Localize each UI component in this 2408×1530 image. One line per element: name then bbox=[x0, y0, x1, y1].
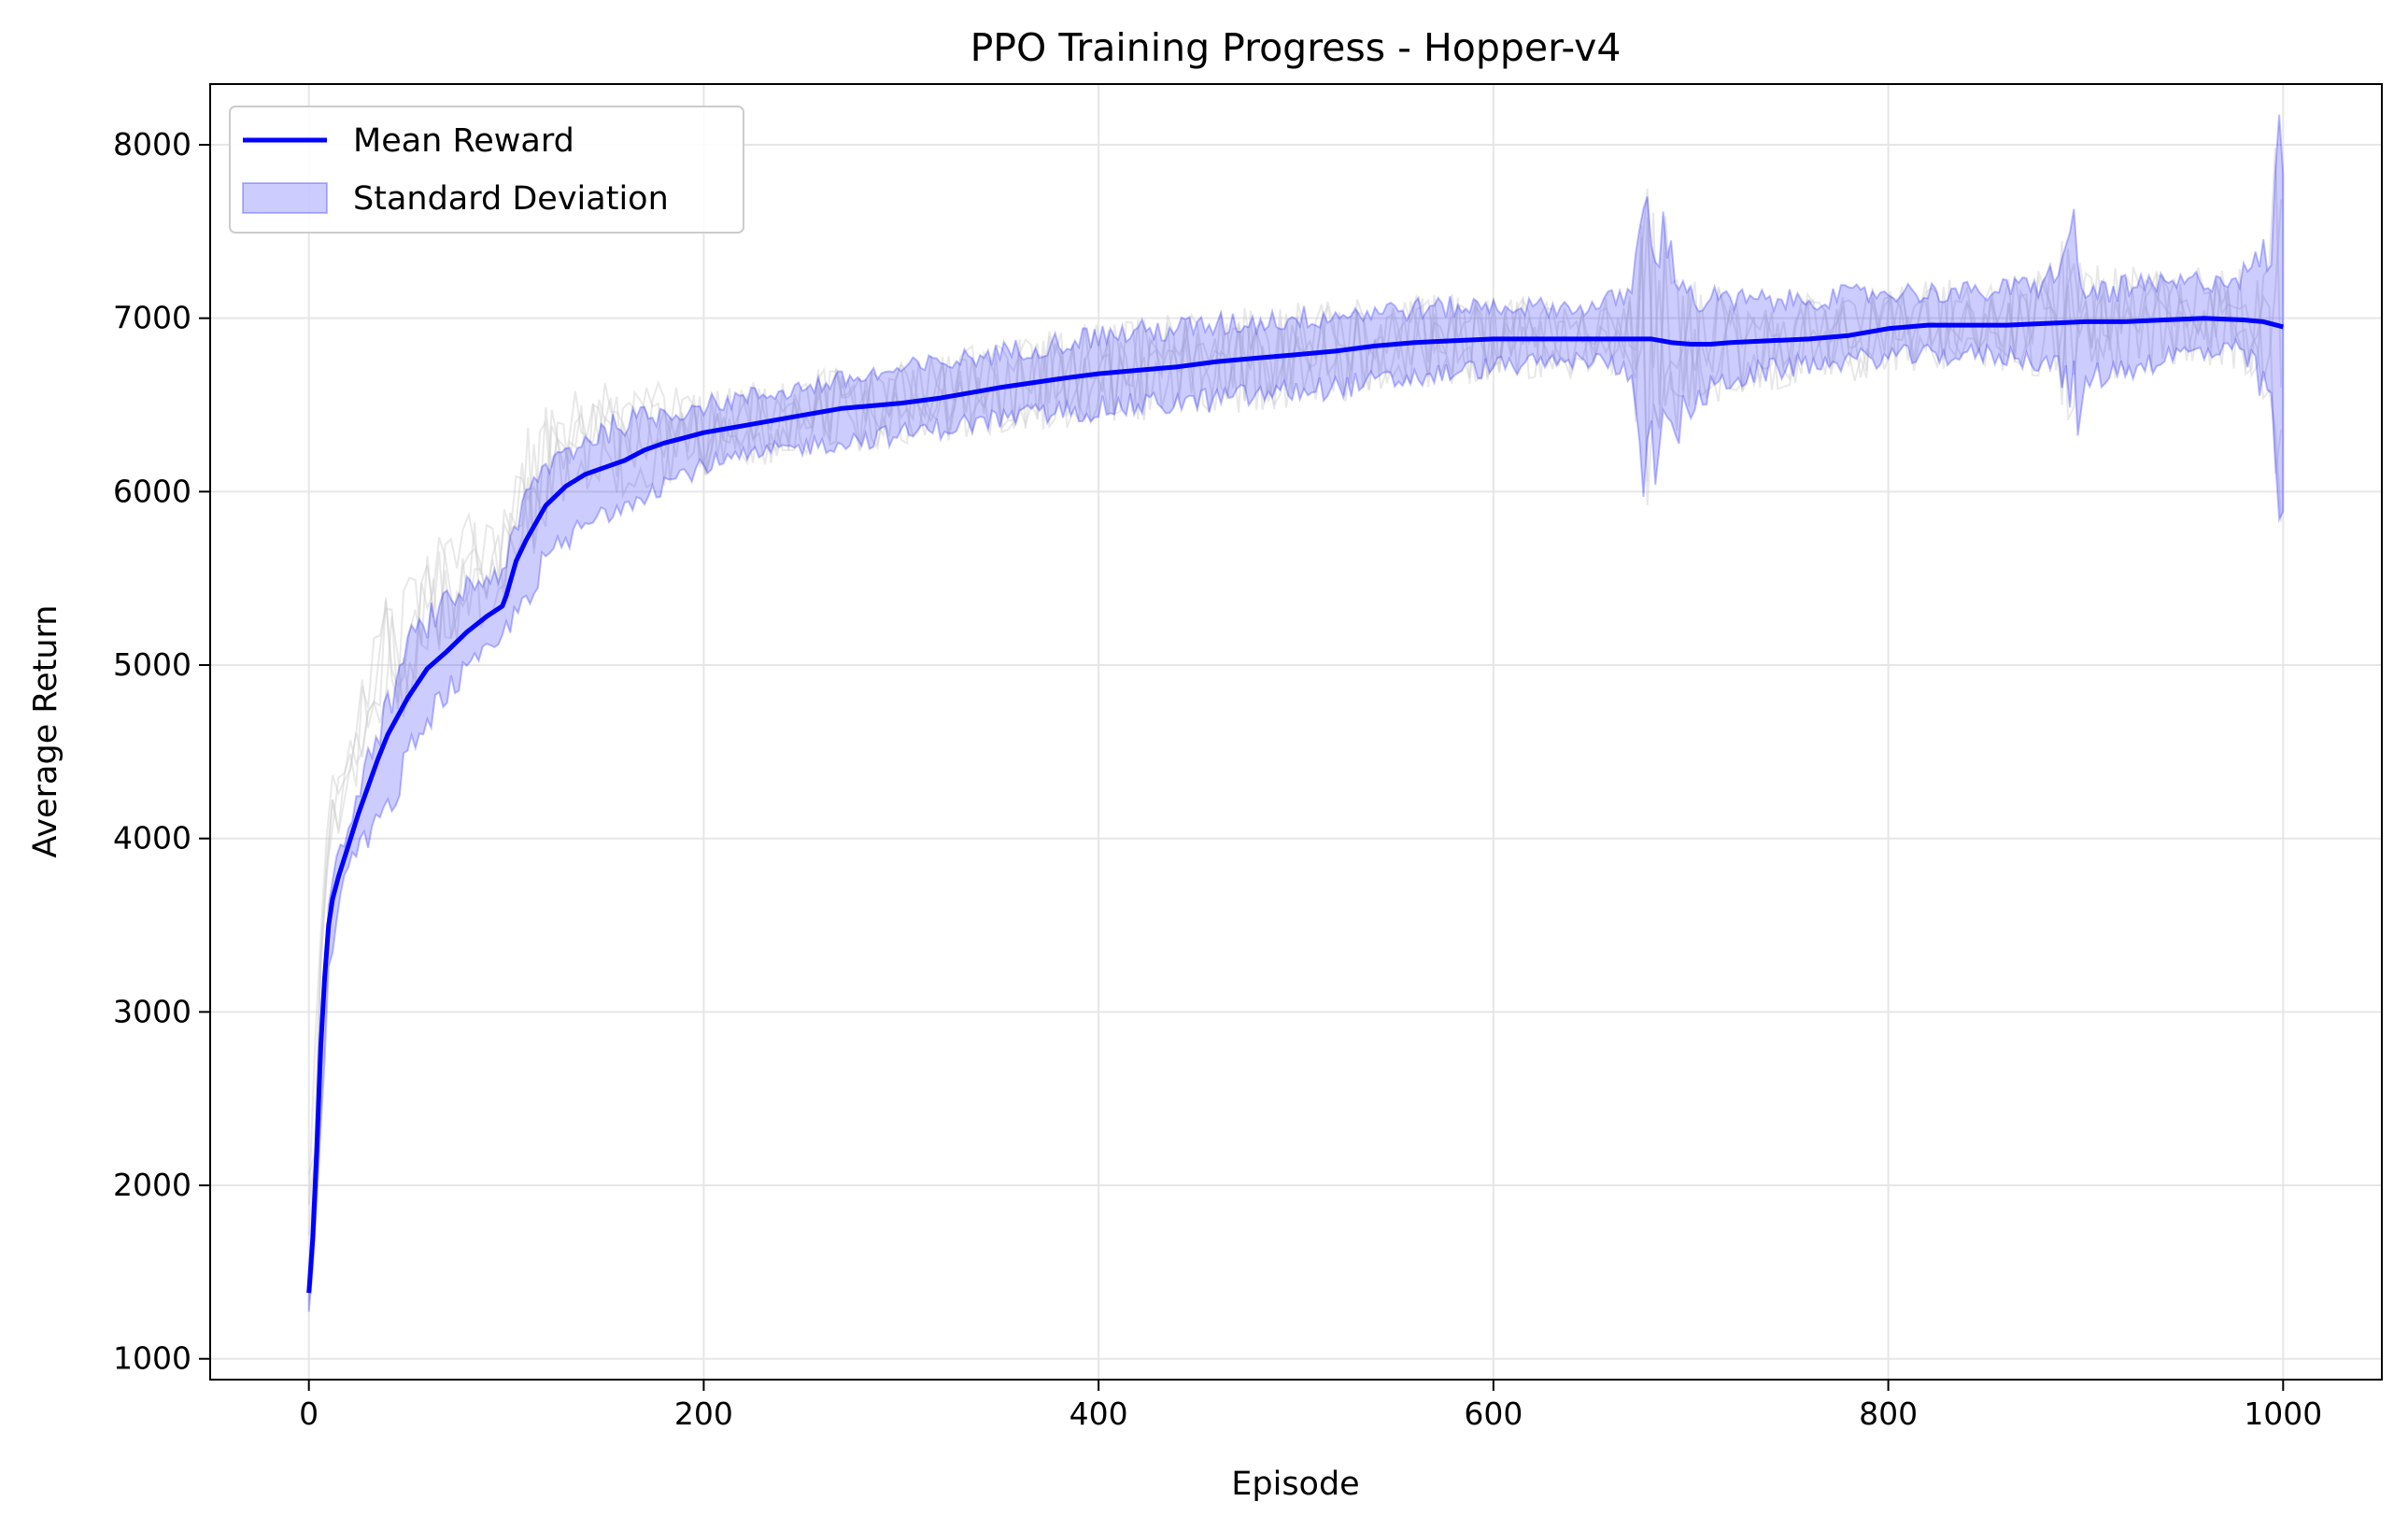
background-run-line bbox=[307, 199, 2283, 1204]
y-tick-label: 6000 bbox=[113, 473, 191, 509]
x-tick-label: 600 bbox=[1464, 1395, 1523, 1432]
y-tick-label: 8000 bbox=[113, 126, 191, 163]
mean-reward-line bbox=[306, 316, 2284, 1294]
y-tick-label: 5000 bbox=[113, 646, 191, 683]
x-tick-label: 800 bbox=[1859, 1395, 1918, 1432]
x-tick-label: 1000 bbox=[2244, 1395, 2322, 1432]
y-axis-title: Average Return bbox=[27, 605, 64, 858]
plot-frame bbox=[209, 83, 2383, 1381]
background-runs bbox=[307, 148, 2283, 1236]
legend: Mean Reward Standard Deviation bbox=[229, 106, 744, 234]
y-tick-label: 7000 bbox=[113, 300, 191, 336]
legend-mean-label: Mean Reward bbox=[353, 122, 574, 160]
y-tick-label: 2000 bbox=[113, 1167, 191, 1203]
x-tick-label: 200 bbox=[674, 1395, 733, 1432]
x-tick-label: 0 bbox=[299, 1395, 319, 1432]
y-tick-label: 4000 bbox=[113, 820, 191, 857]
legend-box bbox=[229, 106, 744, 234]
grid-lines bbox=[210, 84, 2382, 1380]
mean-line-layer bbox=[306, 316, 2284, 1294]
x-tick-label: 400 bbox=[1069, 1395, 1128, 1432]
background-run-line bbox=[307, 188, 2283, 1175]
axis-ticks: 0 200 400 600 800 1000 1000 2000 3000 4000 5000 600… bbox=[113, 126, 2322, 1432]
background-run-line bbox=[307, 148, 2283, 1206]
legend-std-swatch bbox=[242, 182, 328, 214]
chart-title: PPO Training Progress - Hopper-v4 bbox=[970, 25, 1622, 70]
legend-std-label: Standard Deviation bbox=[353, 180, 669, 218]
y-tick-label: 1000 bbox=[113, 1340, 191, 1377]
x-axis-title: Episode bbox=[1231, 1466, 1359, 1503]
y-tick-label: 3000 bbox=[113, 993, 191, 1029]
background-run-line bbox=[307, 212, 2283, 1236]
